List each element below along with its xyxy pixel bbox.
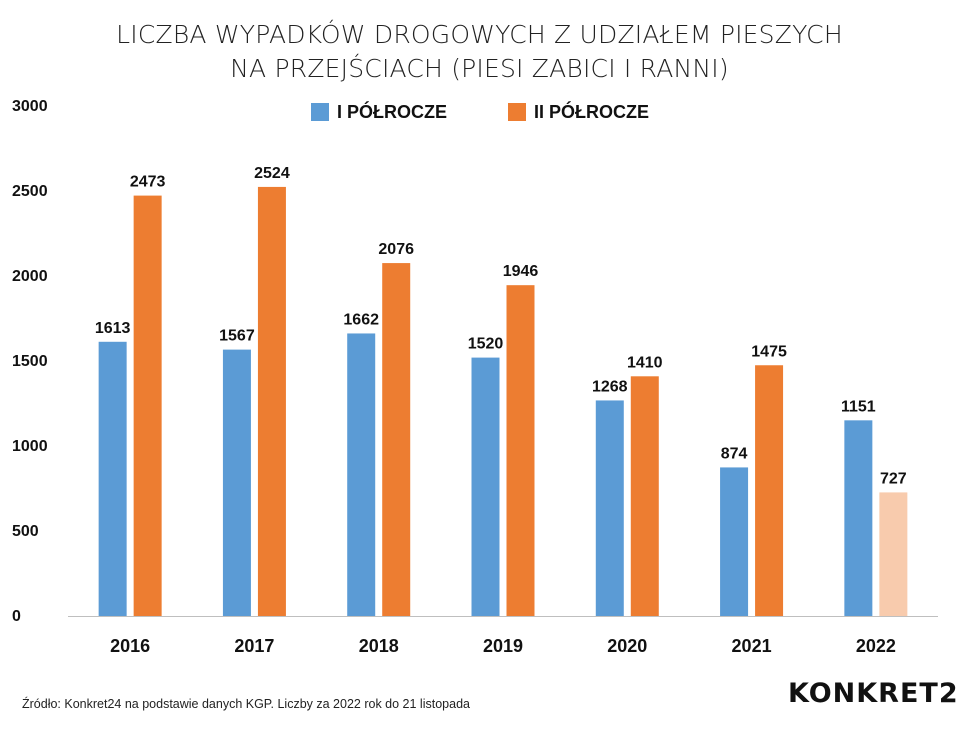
data-label: 1662	[343, 311, 379, 328]
data-label: 1946	[503, 263, 539, 280]
data-label: 874	[721, 445, 748, 462]
data-label: 1151	[841, 398, 876, 415]
data-label: 727	[880, 470, 907, 487]
konkret24-logo: KONKRET24	[788, 678, 959, 709]
legend-label-second-half: II PÓŁROCZE	[534, 101, 650, 122]
data-label: 1475	[751, 343, 787, 360]
chart-title: LICZBA WYPADKÓW DROGOWYCH Z UDZIAŁEM PIE…	[0, 18, 959, 86]
x-tick-label: 2019	[483, 636, 523, 656]
legend-swatch-second-half	[508, 103, 526, 121]
data-label: 2524	[254, 165, 290, 182]
bar-first-half	[222, 349, 251, 616]
y-tick-label: 1000	[12, 438, 48, 455]
bar-first-half	[844, 420, 873, 616]
bar-first-half	[720, 467, 749, 616]
y-tick-label: 500	[12, 523, 39, 540]
bar-second-half	[382, 263, 411, 616]
y-tick-label: 1500	[12, 353, 48, 370]
data-label: 2076	[378, 241, 414, 258]
data-label: 2473	[130, 174, 166, 191]
bar-second-half	[879, 492, 908, 616]
bar-second-half	[257, 186, 286, 617]
y-tick-label: 2500	[12, 183, 48, 200]
bar-first-half	[98, 341, 127, 616]
y-tick-label: 2000	[12, 268, 48, 285]
data-label: 1520	[468, 336, 504, 353]
x-tick-label: 2021	[732, 636, 772, 656]
bar-second-half	[630, 376, 659, 616]
data-label: 1567	[219, 328, 255, 345]
data-label: 1268	[592, 378, 628, 395]
bar-first-half	[471, 357, 500, 616]
bar-second-half	[506, 285, 535, 616]
legend-swatch-first-half	[311, 103, 329, 121]
y-tick-label: 0	[12, 608, 21, 625]
x-tick-label: 2018	[359, 636, 399, 656]
source-note: Źródło: Konkret24 na podstawie danych KG…	[22, 697, 470, 711]
x-tick-label: 2020	[607, 636, 647, 656]
bar-second-half	[133, 195, 162, 616]
chart-title-line2: NA PRZEJŚCIACH (PIESI ZABICI I RANNI)	[230, 54, 729, 83]
data-label: 1613	[95, 320, 131, 337]
data-label: 1410	[627, 354, 663, 371]
legend-item-second-half: II PÓŁROCZE	[508, 100, 649, 124]
bar-first-half	[595, 400, 624, 616]
legend-item-first-half: I PÓŁROCZE	[311, 100, 447, 124]
x-tick-label: 2016	[110, 636, 150, 656]
x-tick-label: 2022	[856, 636, 896, 656]
y-tick-label: 3000	[12, 98, 48, 115]
bar-second-half	[755, 365, 784, 616]
x-tick-label: 2017	[234, 636, 274, 656]
legend-label-first-half: I PÓŁROCZE	[337, 101, 448, 122]
chart-title-line1: LICZBA WYPADKÓW DROGOWYCH Z UDZIAŁEM PIE…	[116, 20, 843, 49]
bar-first-half	[347, 333, 376, 616]
